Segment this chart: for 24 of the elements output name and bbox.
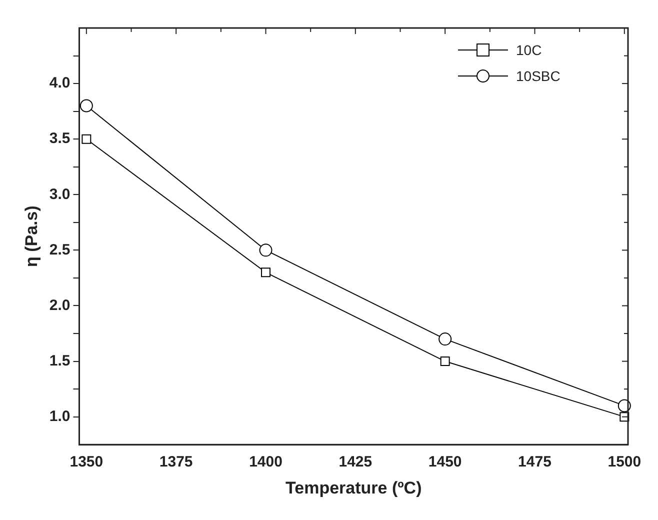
y-tick-label: 1.5 bbox=[49, 352, 70, 370]
x-tick-label: 1375 bbox=[159, 454, 193, 471]
x-tick-label: 1350 bbox=[70, 454, 104, 471]
y-tick-label: 3.5 bbox=[49, 130, 70, 148]
legend-label: 10SBC bbox=[516, 68, 560, 84]
point bbox=[259, 244, 272, 257]
legend-label: 10C bbox=[516, 42, 542, 58]
x-tick-label: 1475 bbox=[518, 454, 552, 471]
point bbox=[82, 134, 92, 144]
y-tick-label: 2.5 bbox=[49, 241, 70, 258]
x-tick-label: 1425 bbox=[338, 454, 372, 471]
x-axis-title: Temperature (ºC) bbox=[286, 478, 422, 498]
x-tick-label: 1400 bbox=[249, 454, 282, 471]
point bbox=[438, 332, 452, 346]
y-axis-title: η (Pa.s) bbox=[22, 206, 41, 268]
y-tick-label: 3.0 bbox=[49, 186, 70, 203]
point bbox=[261, 268, 270, 278]
x-tick-label: 1450 bbox=[428, 454, 462, 471]
point bbox=[80, 99, 93, 112]
y-tick-label: 4.0 bbox=[49, 74, 70, 92]
x-tick-label: 1500 bbox=[608, 454, 642, 471]
y-tick-label: 1.0 bbox=[49, 408, 70, 425]
y-tick-label: 2.0 bbox=[49, 296, 70, 314]
point bbox=[440, 356, 450, 366]
